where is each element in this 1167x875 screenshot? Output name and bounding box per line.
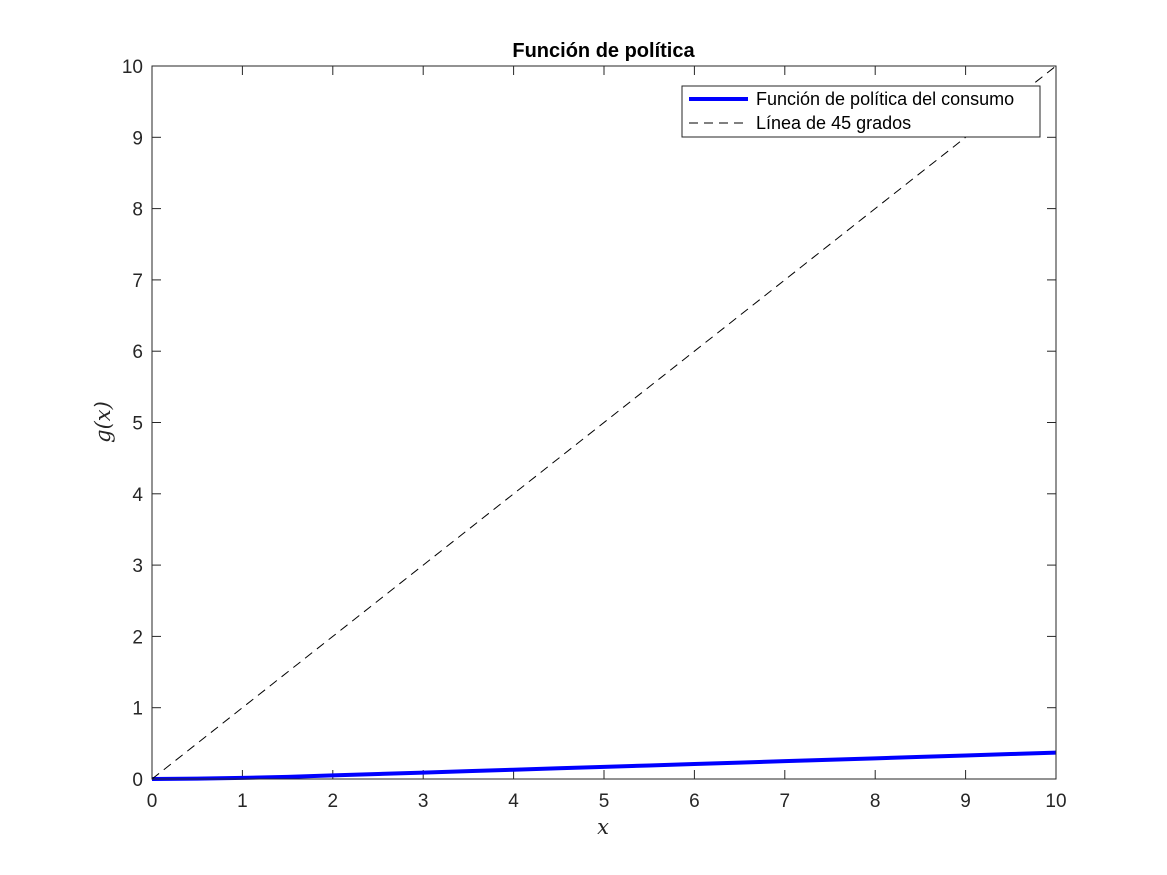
x-tick-label: 5 (599, 791, 610, 812)
y-tick-label: 3 (132, 556, 143, 577)
y-tick-label: 9 (132, 128, 143, 149)
series-line-1 (151, 750, 1057, 781)
x-tick-label: 3 (418, 791, 429, 812)
y-axis-label: g(x) (91, 401, 115, 443)
x-tick-label: 4 (508, 791, 519, 812)
y-tick-label: 2 (132, 627, 143, 648)
y-tick-label: 4 (132, 485, 143, 506)
y-tick-label: 7 (132, 271, 143, 292)
x-tick-label: 7 (780, 791, 791, 812)
x-tick-label: 2 (328, 791, 339, 812)
x-tick-label: 9 (960, 791, 971, 812)
x-tick-label: 6 (689, 791, 700, 812)
y-tick-label: 1 (132, 699, 143, 720)
legend: Función de política del consumo Línea de … (681, 85, 1041, 138)
x-tick-label: 1 (237, 791, 248, 812)
y-tick-label: 8 (132, 200, 143, 221)
x-tick-label: 8 (870, 791, 881, 812)
chart-title: Función de política (512, 40, 695, 62)
series-line-2 (151, 65, 1057, 780)
axis-ticks: 0 1 2 3 4 5 6 7 8 9 10 0 1 2 3 4 5 6 7 8 9 10 (122, 57, 1067, 812)
x-tick-label: 0 (147, 791, 158, 812)
series-group (151, 65, 1057, 781)
y-tick-label: 0 (132, 770, 143, 791)
y-tick-label: 6 (132, 342, 143, 363)
x-axis-label: x (597, 815, 609, 839)
x-tick-label: 10 (1045, 791, 1066, 812)
legend-box (681, 85, 1041, 138)
legend-entry: Función de política del consumo (756, 89, 1014, 109)
axes-box (151, 65, 1057, 780)
y-tick-label: 10 (122, 57, 143, 78)
y-tick-label: 5 (132, 414, 143, 435)
legend-entry: Línea de 45 grados (756, 113, 911, 133)
